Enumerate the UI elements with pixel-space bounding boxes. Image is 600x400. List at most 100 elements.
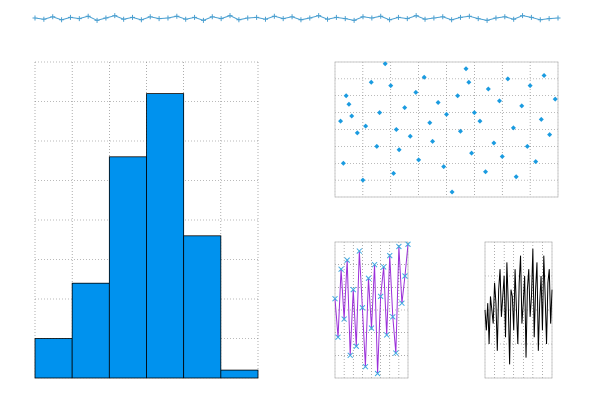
marker xyxy=(386,252,393,259)
marker xyxy=(341,316,347,322)
marker xyxy=(59,17,65,23)
marker xyxy=(94,17,100,23)
point xyxy=(430,138,436,144)
marker xyxy=(236,17,242,23)
marker xyxy=(387,17,393,23)
marker xyxy=(368,325,375,331)
point xyxy=(441,164,447,170)
marker xyxy=(347,352,354,359)
point xyxy=(527,83,533,89)
marker xyxy=(227,13,233,19)
plot-frame xyxy=(334,241,409,379)
point xyxy=(402,105,408,111)
point xyxy=(388,83,394,89)
point xyxy=(343,93,349,99)
marker xyxy=(422,16,428,22)
marker xyxy=(130,14,136,20)
point xyxy=(340,160,346,166)
point xyxy=(505,76,511,82)
marker xyxy=(174,13,180,19)
marker xyxy=(41,16,47,22)
point xyxy=(377,110,383,116)
point xyxy=(449,189,455,195)
marker xyxy=(76,16,82,22)
marker xyxy=(112,13,118,19)
marker xyxy=(399,300,405,307)
point xyxy=(477,118,483,124)
marker xyxy=(280,16,286,22)
marker xyxy=(156,16,162,22)
point xyxy=(485,86,491,92)
marker xyxy=(200,17,206,23)
marker xyxy=(362,363,369,370)
point xyxy=(363,123,369,129)
line xyxy=(34,15,559,21)
marker xyxy=(344,257,351,263)
marker xyxy=(402,273,408,279)
marker xyxy=(528,14,534,20)
marker xyxy=(502,14,508,20)
point xyxy=(466,79,472,85)
marker xyxy=(254,14,260,20)
point xyxy=(435,100,441,105)
point xyxy=(354,130,360,136)
marker xyxy=(332,295,338,302)
marker xyxy=(511,16,517,22)
marker xyxy=(389,313,396,320)
marker xyxy=(365,275,372,282)
point xyxy=(499,154,505,159)
point xyxy=(396,147,402,153)
marker xyxy=(50,14,56,20)
bar xyxy=(220,369,259,379)
marker xyxy=(262,16,268,22)
bar xyxy=(183,235,222,379)
marker xyxy=(369,15,375,21)
marker xyxy=(537,17,543,23)
marker xyxy=(147,14,153,20)
point xyxy=(547,132,553,138)
point xyxy=(391,170,397,176)
marker xyxy=(466,13,472,19)
point xyxy=(382,61,388,67)
marker xyxy=(360,14,366,20)
marker xyxy=(404,16,410,22)
marker xyxy=(546,16,552,22)
marker xyxy=(338,266,344,273)
marker xyxy=(413,13,419,19)
point xyxy=(491,140,497,146)
marker xyxy=(457,14,463,20)
marker xyxy=(371,261,378,268)
marker xyxy=(484,17,490,23)
marker xyxy=(192,14,198,20)
marker xyxy=(350,286,357,293)
marker xyxy=(289,14,295,20)
marker xyxy=(121,16,127,22)
marker xyxy=(32,15,38,21)
marker xyxy=(440,14,446,20)
bar xyxy=(146,93,185,379)
marker xyxy=(85,13,91,19)
point xyxy=(421,74,427,80)
point xyxy=(427,120,433,126)
marker xyxy=(449,17,455,23)
marker xyxy=(356,248,363,254)
marker xyxy=(103,15,109,21)
point xyxy=(413,89,419,95)
marker xyxy=(316,13,322,19)
plot-frame xyxy=(334,61,559,198)
point xyxy=(407,133,413,139)
point xyxy=(463,66,469,72)
bar xyxy=(34,338,73,379)
point xyxy=(541,73,547,78)
point xyxy=(469,150,475,156)
point xyxy=(496,98,502,104)
point xyxy=(374,143,380,149)
marker xyxy=(380,264,387,270)
point xyxy=(346,101,352,107)
point xyxy=(519,103,525,109)
marker xyxy=(307,15,313,21)
marker xyxy=(351,17,357,23)
point xyxy=(483,169,489,175)
point xyxy=(360,177,366,183)
